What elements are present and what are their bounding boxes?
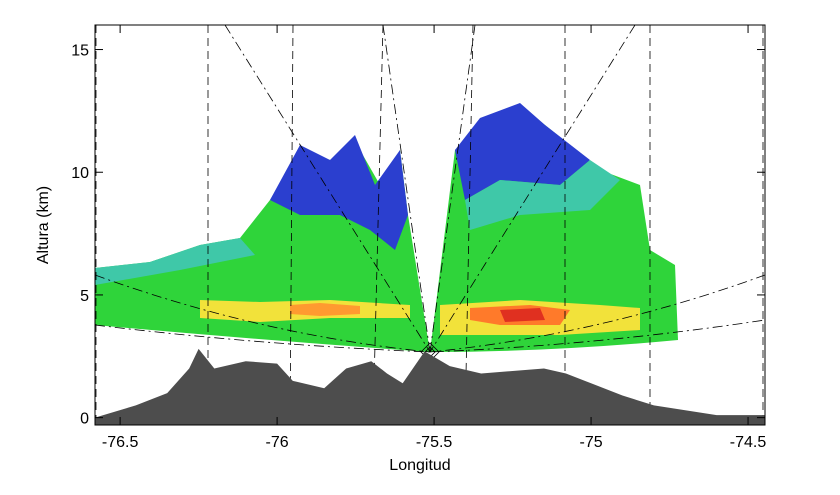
echo-cyan bbox=[95, 238, 255, 285]
x-tick-label: -76.5 bbox=[102, 434, 139, 451]
y-tick-label: 5 bbox=[80, 288, 89, 305]
echo-blue-right bbox=[455, 103, 590, 200]
vertical-guides bbox=[95, 25, 764, 425]
y-axis-label: Altura (km) bbox=[35, 186, 52, 264]
y-tick-label: 10 bbox=[71, 165, 89, 182]
terrain-area bbox=[95, 348, 765, 425]
x-axis-label: Longitud bbox=[389, 457, 450, 474]
y-tick-label: 0 bbox=[80, 411, 89, 428]
echo-cyan-right bbox=[465, 160, 620, 230]
x-tick-label: -75.5 bbox=[416, 434, 453, 451]
radar-field bbox=[95, 25, 765, 425]
y-tick-label: 15 bbox=[71, 43, 89, 60]
echo-red-right bbox=[500, 308, 545, 322]
echo-orange bbox=[290, 303, 360, 316]
scan-lines bbox=[95, 25, 765, 353]
x-tick-label: -74.5 bbox=[730, 434, 767, 451]
echo-blue bbox=[270, 135, 408, 250]
plot-frame bbox=[94, 24, 766, 426]
x-tick-label: -75 bbox=[580, 434, 603, 451]
x-tick-label: -76 bbox=[266, 434, 289, 451]
